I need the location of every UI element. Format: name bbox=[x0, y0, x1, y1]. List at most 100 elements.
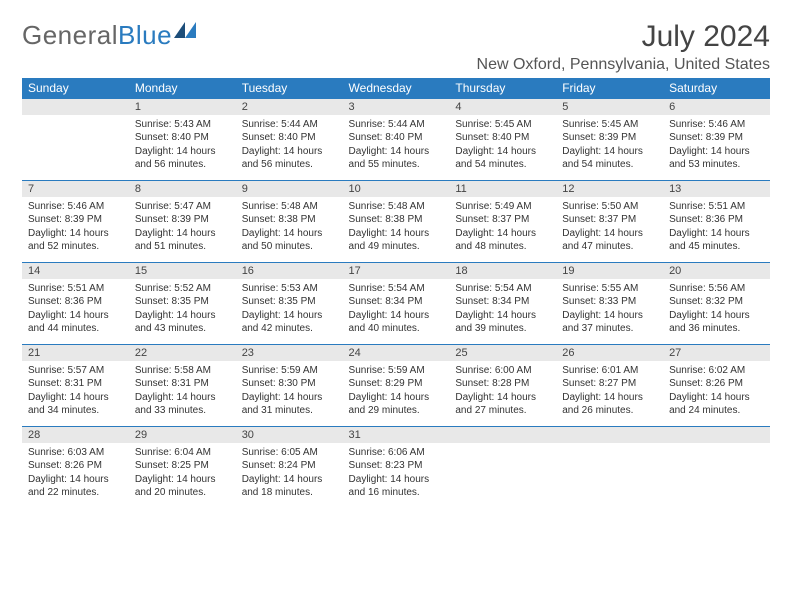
calendar: Sunday Monday Tuesday Wednesday Thursday… bbox=[22, 78, 770, 509]
weekday-header: Monday bbox=[129, 78, 236, 99]
daylight: Daylight: 14 hours and 22 minutes. bbox=[28, 473, 123, 500]
sunset: Sunset: 8:37 PM bbox=[455, 213, 550, 227]
day-cell: Sunrise: 6:05 AMSunset: 8:24 PMDaylight:… bbox=[236, 443, 343, 509]
day-number: 30 bbox=[236, 427, 343, 443]
sunrise: Sunrise: 5:53 AM bbox=[242, 282, 337, 296]
daylight: Daylight: 14 hours and 16 minutes. bbox=[349, 473, 444, 500]
day-cell: Sunrise: 5:48 AMSunset: 8:38 PMDaylight:… bbox=[343, 197, 450, 263]
sunrise: Sunrise: 5:54 AM bbox=[455, 282, 550, 296]
daylight: Daylight: 14 hours and 42 minutes. bbox=[242, 309, 337, 336]
day-number: 18 bbox=[449, 263, 556, 279]
sunrise: Sunrise: 5:51 AM bbox=[669, 200, 764, 214]
day-number: 5 bbox=[556, 99, 663, 115]
sunset: Sunset: 8:27 PM bbox=[562, 377, 657, 391]
sunset: Sunset: 8:40 PM bbox=[349, 131, 444, 145]
day-cell: Sunrise: 5:45 AMSunset: 8:39 PMDaylight:… bbox=[556, 115, 663, 181]
sunrise: Sunrise: 6:04 AM bbox=[135, 446, 230, 460]
daylight: Daylight: 14 hours and 49 minutes. bbox=[349, 227, 444, 254]
sunrise: Sunrise: 6:01 AM bbox=[562, 364, 657, 378]
logo-text: GeneralBlue bbox=[22, 20, 172, 51]
day-cell: Sunrise: 5:46 AMSunset: 8:39 PMDaylight:… bbox=[663, 115, 770, 181]
daylight: Daylight: 14 hours and 27 minutes. bbox=[455, 391, 550, 418]
sunset: Sunset: 8:38 PM bbox=[242, 213, 337, 227]
sunrise: Sunrise: 6:02 AM bbox=[669, 364, 764, 378]
sunset: Sunset: 8:36 PM bbox=[28, 295, 123, 309]
day-number: 8 bbox=[129, 181, 236, 197]
sunset: Sunset: 8:39 PM bbox=[669, 131, 764, 145]
daylight: Daylight: 14 hours and 51 minutes. bbox=[135, 227, 230, 254]
weekday-header: Wednesday bbox=[343, 78, 450, 99]
daylight: Daylight: 14 hours and 54 minutes. bbox=[455, 145, 550, 172]
sunset: Sunset: 8:34 PM bbox=[455, 295, 550, 309]
sunrise: Sunrise: 5:48 AM bbox=[242, 200, 337, 214]
sunset: Sunset: 8:40 PM bbox=[135, 131, 230, 145]
sunrise: Sunrise: 6:06 AM bbox=[349, 446, 444, 460]
day-cell bbox=[449, 443, 556, 509]
daylight: Daylight: 14 hours and 50 minutes. bbox=[242, 227, 337, 254]
sunrise: Sunrise: 5:59 AM bbox=[349, 364, 444, 378]
day-cell: Sunrise: 6:02 AMSunset: 8:26 PMDaylight:… bbox=[663, 361, 770, 427]
sunrise: Sunrise: 5:59 AM bbox=[242, 364, 337, 378]
weekday-header: Thursday bbox=[449, 78, 556, 99]
sunset: Sunset: 8:33 PM bbox=[562, 295, 657, 309]
day-cell bbox=[556, 443, 663, 509]
daylight: Daylight: 14 hours and 26 minutes. bbox=[562, 391, 657, 418]
weekday-header: Sunday bbox=[22, 78, 129, 99]
day-cell: Sunrise: 5:54 AMSunset: 8:34 PMDaylight:… bbox=[343, 279, 450, 345]
info-row: Sunrise: 5:43 AMSunset: 8:40 PMDaylight:… bbox=[22, 115, 770, 181]
day-number: 25 bbox=[449, 345, 556, 361]
sunrise: Sunrise: 6:00 AM bbox=[455, 364, 550, 378]
sunrise: Sunrise: 5:43 AM bbox=[135, 118, 230, 132]
daylight: Daylight: 14 hours and 24 minutes. bbox=[669, 391, 764, 418]
daylight: Daylight: 14 hours and 47 minutes. bbox=[562, 227, 657, 254]
day-number: 16 bbox=[236, 263, 343, 279]
day-cell: Sunrise: 6:00 AMSunset: 8:28 PMDaylight:… bbox=[449, 361, 556, 427]
day-cell: Sunrise: 6:01 AMSunset: 8:27 PMDaylight:… bbox=[556, 361, 663, 427]
day-number: 17 bbox=[343, 263, 450, 279]
sunset: Sunset: 8:36 PM bbox=[669, 213, 764, 227]
day-number: 6 bbox=[663, 99, 770, 115]
day-number: 20 bbox=[663, 263, 770, 279]
sunset: Sunset: 8:39 PM bbox=[28, 213, 123, 227]
day-cell: Sunrise: 5:57 AMSunset: 8:31 PMDaylight:… bbox=[22, 361, 129, 427]
day-cell bbox=[22, 115, 129, 181]
day-number: 28 bbox=[22, 427, 129, 443]
sunrise: Sunrise: 5:45 AM bbox=[455, 118, 550, 132]
info-row: Sunrise: 5:46 AMSunset: 8:39 PMDaylight:… bbox=[22, 197, 770, 263]
sunset: Sunset: 8:40 PM bbox=[455, 131, 550, 145]
weekday-header: Saturday bbox=[663, 78, 770, 99]
day-cell: Sunrise: 5:45 AMSunset: 8:40 PMDaylight:… bbox=[449, 115, 556, 181]
day-number: 1 bbox=[129, 99, 236, 115]
sunset: Sunset: 8:31 PM bbox=[135, 377, 230, 391]
day-number: 10 bbox=[343, 181, 450, 197]
sunset: Sunset: 8:39 PM bbox=[135, 213, 230, 227]
sunrise: Sunrise: 5:46 AM bbox=[669, 118, 764, 132]
daylight: Daylight: 14 hours and 52 minutes. bbox=[28, 227, 123, 254]
sunrise: Sunrise: 5:58 AM bbox=[135, 364, 230, 378]
daylight: Daylight: 14 hours and 36 minutes. bbox=[669, 309, 764, 336]
sunset: Sunset: 8:26 PM bbox=[28, 459, 123, 473]
sunrise: Sunrise: 5:50 AM bbox=[562, 200, 657, 214]
sunrise: Sunrise: 5:57 AM bbox=[28, 364, 123, 378]
sunset: Sunset: 8:26 PM bbox=[669, 377, 764, 391]
calendar-body: 123456Sunrise: 5:43 AMSunset: 8:40 PMDay… bbox=[22, 99, 770, 509]
day-number: 21 bbox=[22, 345, 129, 361]
daynum-row: 21222324252627 bbox=[22, 345, 770, 361]
day-cell bbox=[663, 443, 770, 509]
logo-part1: General bbox=[22, 20, 118, 50]
info-row: Sunrise: 5:51 AMSunset: 8:36 PMDaylight:… bbox=[22, 279, 770, 345]
day-cell: Sunrise: 6:04 AMSunset: 8:25 PMDaylight:… bbox=[129, 443, 236, 509]
sunrise: Sunrise: 6:05 AM bbox=[242, 446, 337, 460]
daylight: Daylight: 14 hours and 54 minutes. bbox=[562, 145, 657, 172]
day-cell: Sunrise: 5:44 AMSunset: 8:40 PMDaylight:… bbox=[236, 115, 343, 181]
day-number: 2 bbox=[236, 99, 343, 115]
day-number: 7 bbox=[22, 181, 129, 197]
daylight: Daylight: 14 hours and 56 minutes. bbox=[242, 145, 337, 172]
day-number: 31 bbox=[343, 427, 450, 443]
sunset: Sunset: 8:30 PM bbox=[242, 377, 337, 391]
weekday-header: Friday bbox=[556, 78, 663, 99]
daylight: Daylight: 14 hours and 56 minutes. bbox=[135, 145, 230, 172]
day-cell: Sunrise: 5:56 AMSunset: 8:32 PMDaylight:… bbox=[663, 279, 770, 345]
day-cell: Sunrise: 6:03 AMSunset: 8:26 PMDaylight:… bbox=[22, 443, 129, 509]
logo: GeneralBlue bbox=[22, 20, 196, 51]
